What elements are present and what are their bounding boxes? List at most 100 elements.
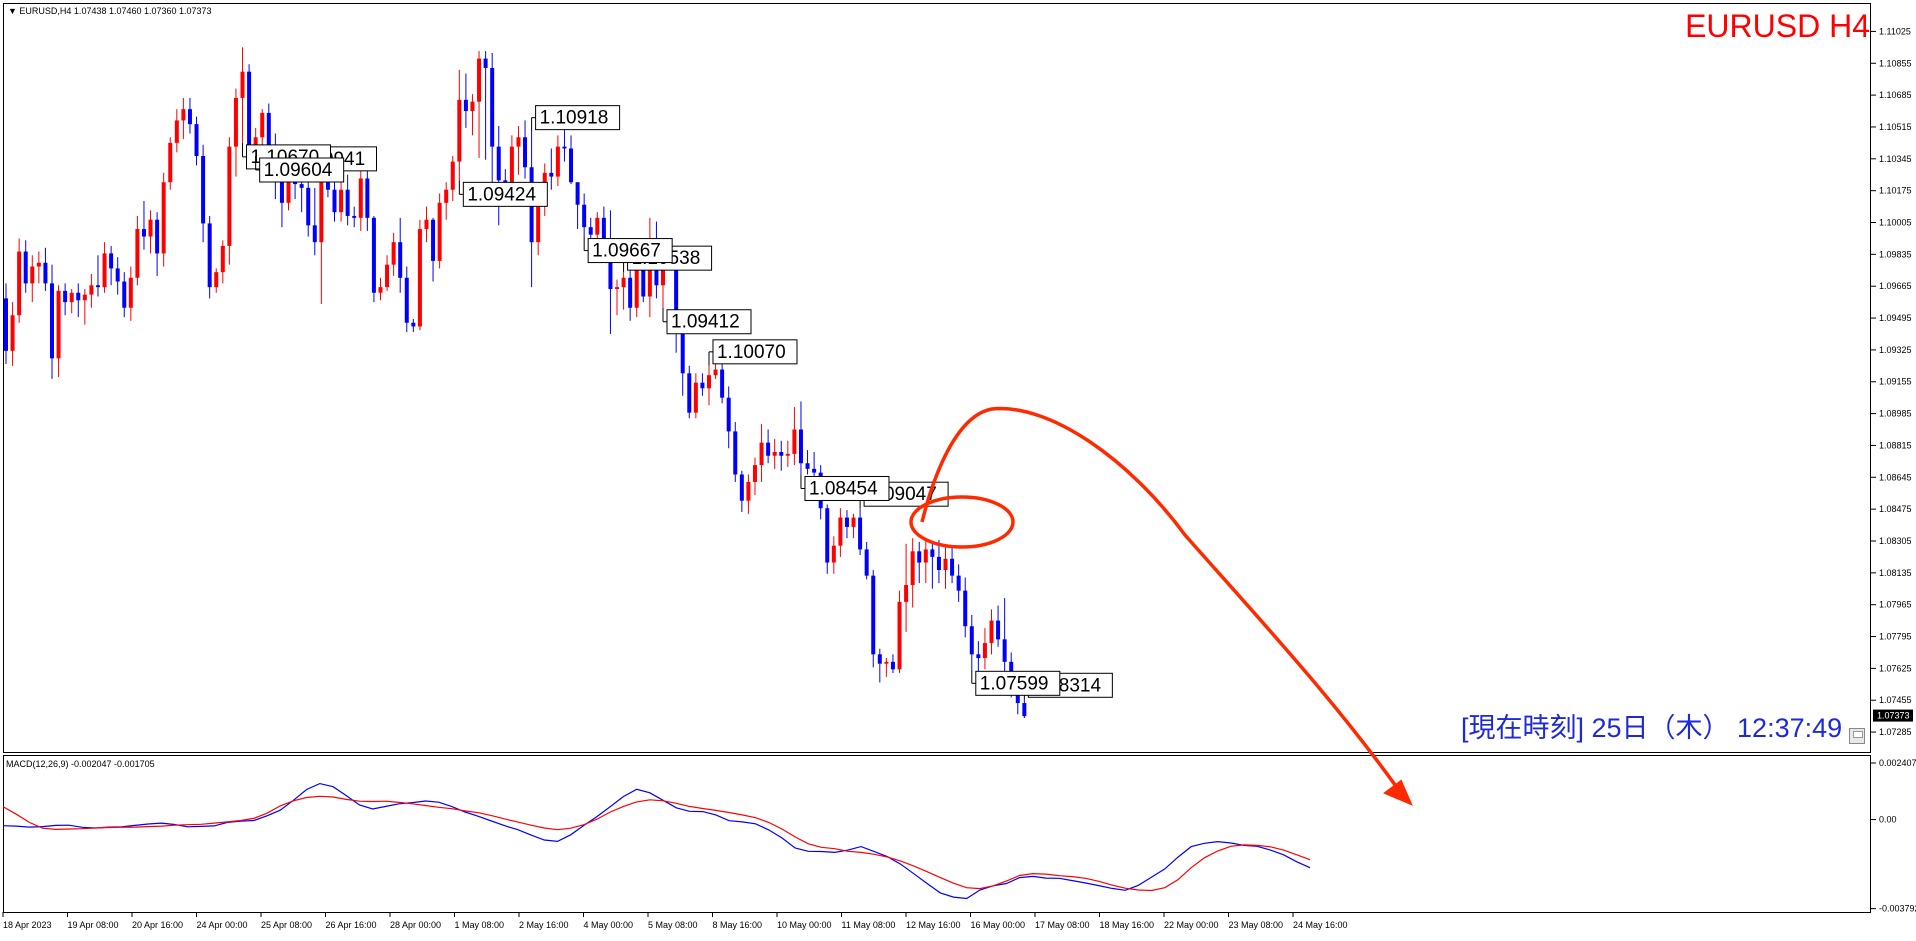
- candle-body[interactable]: [30, 266, 35, 284]
- candle-body[interactable]: [385, 264, 390, 288]
- candle-body[interactable]: [910, 551, 915, 586]
- candle-body[interactable]: [1022, 703, 1027, 717]
- candle-body[interactable]: [319, 169, 324, 243]
- candle-body[interactable]: [214, 272, 219, 288]
- candle-body[interactable]: [477, 58, 482, 102]
- candle-body[interactable]: [864, 549, 869, 576]
- candle-body[interactable]: [647, 247, 652, 297]
- candle-body[interactable]: [332, 189, 337, 213]
- candle-body[interactable]: [562, 146, 567, 149]
- candle-body[interactable]: [23, 251, 28, 284]
- candle-body[interactable]: [181, 109, 186, 121]
- candle-body[interactable]: [950, 558, 955, 576]
- candle-body[interactable]: [700, 382, 705, 389]
- candle-body[interactable]: [746, 481, 751, 501]
- candle-body[interactable]: [549, 172, 554, 177]
- candle-body[interactable]: [36, 262, 41, 267]
- candle-body[interactable]: [115, 268, 120, 282]
- candle-body[interactable]: [378, 287, 383, 293]
- candle-body[interactable]: [17, 251, 22, 316]
- candle-body[interactable]: [812, 468, 817, 473]
- candle-body[interactable]: [260, 112, 265, 138]
- candle-body[interactable]: [877, 654, 882, 664]
- candle-body[interactable]: [470, 101, 475, 112]
- candle-body[interactable]: [996, 620, 1001, 640]
- candle-body[interactable]: [109, 253, 114, 269]
- candle-body[interactable]: [858, 517, 863, 550]
- candle-body[interactable]: [155, 219, 160, 254]
- candle-body[interactable]: [897, 601, 902, 670]
- candle-body[interactable]: [187, 109, 192, 125]
- candle-body[interactable]: [595, 217, 600, 235]
- chart-menu-arrow-icon[interactable]: ▼: [8, 6, 20, 16]
- candle-body[interactable]: [371, 217, 376, 293]
- candle-body[interactable]: [693, 382, 698, 413]
- candle-body[interactable]: [628, 277, 633, 308]
- candle-body[interactable]: [345, 189, 350, 216]
- candle-body[interactable]: [844, 517, 849, 527]
- candle-body[interactable]: [601, 217, 606, 246]
- candle-body[interactable]: [63, 290, 68, 303]
- candle-body[interactable]: [49, 283, 54, 359]
- candle-body[interactable]: [141, 229, 146, 237]
- candle-body[interactable]: [792, 429, 797, 454]
- candle-body[interactable]: [417, 229, 422, 327]
- candle-body[interactable]: [95, 285, 100, 288]
- candle-body[interactable]: [713, 369, 718, 376]
- candle-body[interactable]: [450, 161, 455, 190]
- candle-body[interactable]: [279, 176, 284, 203]
- candle-body[interactable]: [240, 71, 245, 98]
- candle-body[interactable]: [69, 292, 74, 303]
- candle-body[interactable]: [733, 431, 738, 475]
- candle-body[interactable]: [457, 99, 462, 162]
- candle-body[interactable]: [444, 189, 449, 203]
- candle-body[interactable]: [89, 285, 94, 295]
- candle-body[interactable]: [976, 654, 981, 659]
- candle-body[interactable]: [680, 333, 685, 374]
- candle-body[interactable]: [201, 156, 206, 224]
- candle-body[interactable]: [759, 442, 764, 466]
- candle-body[interactable]: [411, 322, 416, 327]
- price-panel[interactable]: [3, 3, 1871, 753]
- candle-body[interactable]: [358, 178, 363, 218]
- candle-body[interactable]: [483, 58, 488, 68]
- candle-body[interactable]: [720, 369, 725, 398]
- candle-body[interactable]: [989, 620, 994, 644]
- candle-body[interactable]: [339, 189, 344, 213]
- candle-body[interactable]: [838, 517, 843, 546]
- candle-body[interactable]: [516, 137, 521, 147]
- macd-panel[interactable]: [3, 755, 1871, 913]
- candle-body[interactable]: [825, 508, 830, 563]
- candle-body[interactable]: [943, 558, 948, 571]
- candle-body[interactable]: [4, 298, 8, 351]
- candle-body[interactable]: [772, 452, 777, 456]
- candle-body[interactable]: [194, 124, 199, 156]
- candle-body[interactable]: [917, 551, 922, 563]
- candle-body[interactable]: [306, 187, 311, 226]
- candle-body[interactable]: [293, 182, 298, 185]
- candle-body[interactable]: [431, 219, 436, 261]
- candle-body[interactable]: [365, 178, 370, 218]
- candle-body[interactable]: [437, 202, 442, 261]
- candle-body[interactable]: [352, 215, 357, 218]
- candle-body[interactable]: [10, 315, 15, 351]
- candle-body[interactable]: [726, 397, 731, 432]
- candle-body[interactable]: [588, 227, 593, 235]
- save-icon[interactable]: [1849, 728, 1865, 744]
- candle-body[interactable]: [575, 182, 580, 205]
- candle-body[interactable]: [148, 219, 153, 237]
- candle-body[interactable]: [621, 277, 626, 288]
- candle-body[interactable]: [739, 474, 744, 501]
- candle-body[interactable]: [569, 148, 574, 183]
- candle-body[interactable]: [122, 281, 127, 308]
- candle-body[interactable]: [312, 225, 317, 243]
- candle-body[interactable]: [168, 142, 173, 183]
- candle-body[interactable]: [509, 146, 514, 183]
- candle-body[interactable]: [404, 277, 409, 323]
- candle-body[interactable]: [496, 146, 501, 181]
- candle-body[interactable]: [871, 575, 876, 655]
- candle-body[interactable]: [982, 643, 987, 659]
- candle-body[interactable]: [969, 626, 974, 655]
- candle-body[interactable]: [963, 590, 968, 627]
